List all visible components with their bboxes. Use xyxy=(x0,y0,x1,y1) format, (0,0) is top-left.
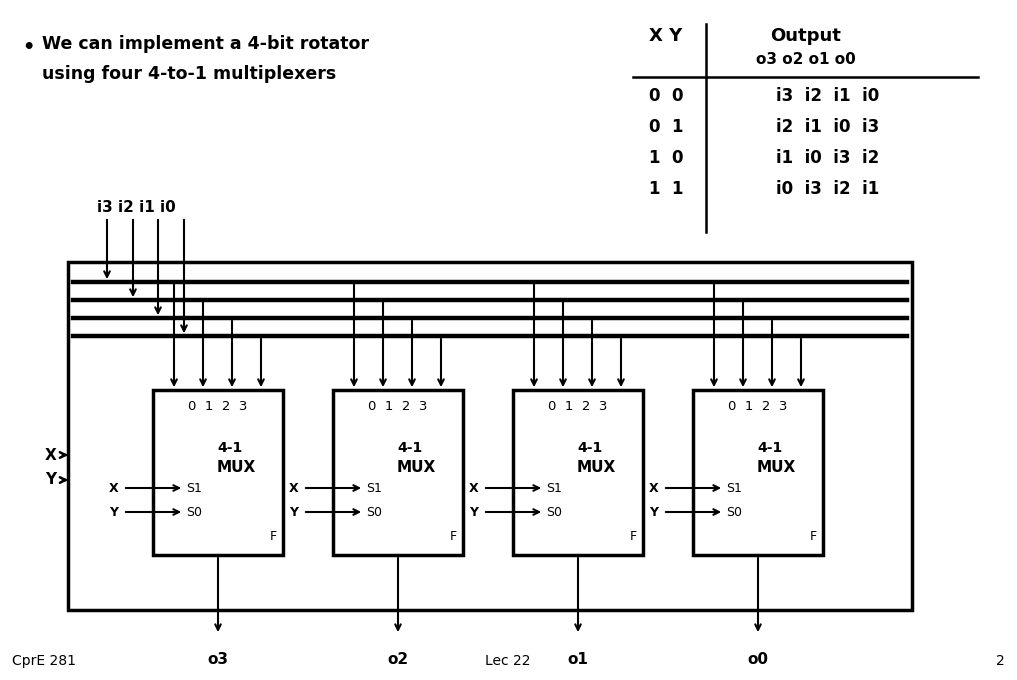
Text: S1: S1 xyxy=(186,481,202,494)
Text: 2: 2 xyxy=(997,654,1005,668)
Text: 0  1  2  3: 0 1 2 3 xyxy=(188,400,248,413)
Bar xyxy=(68,262,912,610)
Text: i0  i3  i2  i1: i0 i3 i2 i1 xyxy=(776,180,880,198)
Text: 4-1: 4-1 xyxy=(578,441,603,455)
Text: S0: S0 xyxy=(186,505,202,518)
Text: MUX: MUX xyxy=(217,460,255,475)
Text: 4-1: 4-1 xyxy=(218,441,243,455)
Text: MUX: MUX xyxy=(757,460,795,475)
Text: 0  1  2  3: 0 1 2 3 xyxy=(548,400,608,413)
Text: MUX: MUX xyxy=(577,460,615,475)
Bar xyxy=(333,390,463,555)
Text: i2  i1  i0  i3: i2 i1 i0 i3 xyxy=(776,118,880,136)
Text: 4-1: 4-1 xyxy=(758,441,783,455)
Bar xyxy=(153,390,283,555)
Text: o0: o0 xyxy=(747,652,769,667)
Text: Lec 22: Lec 22 xyxy=(485,654,531,668)
Text: Y: Y xyxy=(45,473,56,488)
Text: i3 i2 i1 i0: i3 i2 i1 i0 xyxy=(97,200,176,215)
Text: X: X xyxy=(45,447,56,462)
Text: •: • xyxy=(22,38,35,57)
Text: F: F xyxy=(630,530,637,543)
Text: o3: o3 xyxy=(207,652,229,667)
Text: S0: S0 xyxy=(366,505,382,518)
Text: X: X xyxy=(289,481,298,494)
Text: 4-1: 4-1 xyxy=(398,441,423,455)
Text: F: F xyxy=(270,530,277,543)
Text: o3 o2 o1 o0: o3 o2 o1 o0 xyxy=(756,52,856,67)
Text: Y: Y xyxy=(289,505,298,518)
Text: Output: Output xyxy=(771,27,841,45)
Text: o2: o2 xyxy=(387,652,409,667)
Text: i3  i2  i1  i0: i3 i2 i1 i0 xyxy=(776,87,880,105)
Text: 0  1: 0 1 xyxy=(649,118,683,136)
Text: Y: Y xyxy=(649,505,658,518)
Text: X: X xyxy=(469,481,478,494)
Text: S0: S0 xyxy=(726,505,742,518)
Text: MUX: MUX xyxy=(397,460,435,475)
Text: S1: S1 xyxy=(546,481,561,494)
Text: X Y: X Y xyxy=(650,27,682,45)
Text: Y: Y xyxy=(109,505,118,518)
Bar xyxy=(513,390,643,555)
Text: i1  i0  i3  i2: i1 i0 i3 i2 xyxy=(776,149,880,167)
Text: CprE 281: CprE 281 xyxy=(12,654,76,668)
Text: F: F xyxy=(450,530,457,543)
Text: o1: o1 xyxy=(567,652,589,667)
Text: 1  0: 1 0 xyxy=(649,149,683,167)
Text: X: X xyxy=(109,481,118,494)
Text: 0  0: 0 0 xyxy=(649,87,683,105)
Bar xyxy=(693,390,823,555)
Text: using four 4-to-1 multiplexers: using four 4-to-1 multiplexers xyxy=(42,65,337,83)
Text: S0: S0 xyxy=(546,505,562,518)
Text: We can implement a 4-bit rotator: We can implement a 4-bit rotator xyxy=(42,35,369,53)
Text: 0  1  2  3: 0 1 2 3 xyxy=(368,400,428,413)
Text: F: F xyxy=(810,530,817,543)
Text: S1: S1 xyxy=(366,481,381,494)
Text: S1: S1 xyxy=(726,481,741,494)
Text: 1  1: 1 1 xyxy=(649,180,683,198)
Text: X: X xyxy=(649,481,658,494)
Text: Y: Y xyxy=(469,505,478,518)
Text: 0  1  2  3: 0 1 2 3 xyxy=(728,400,788,413)
